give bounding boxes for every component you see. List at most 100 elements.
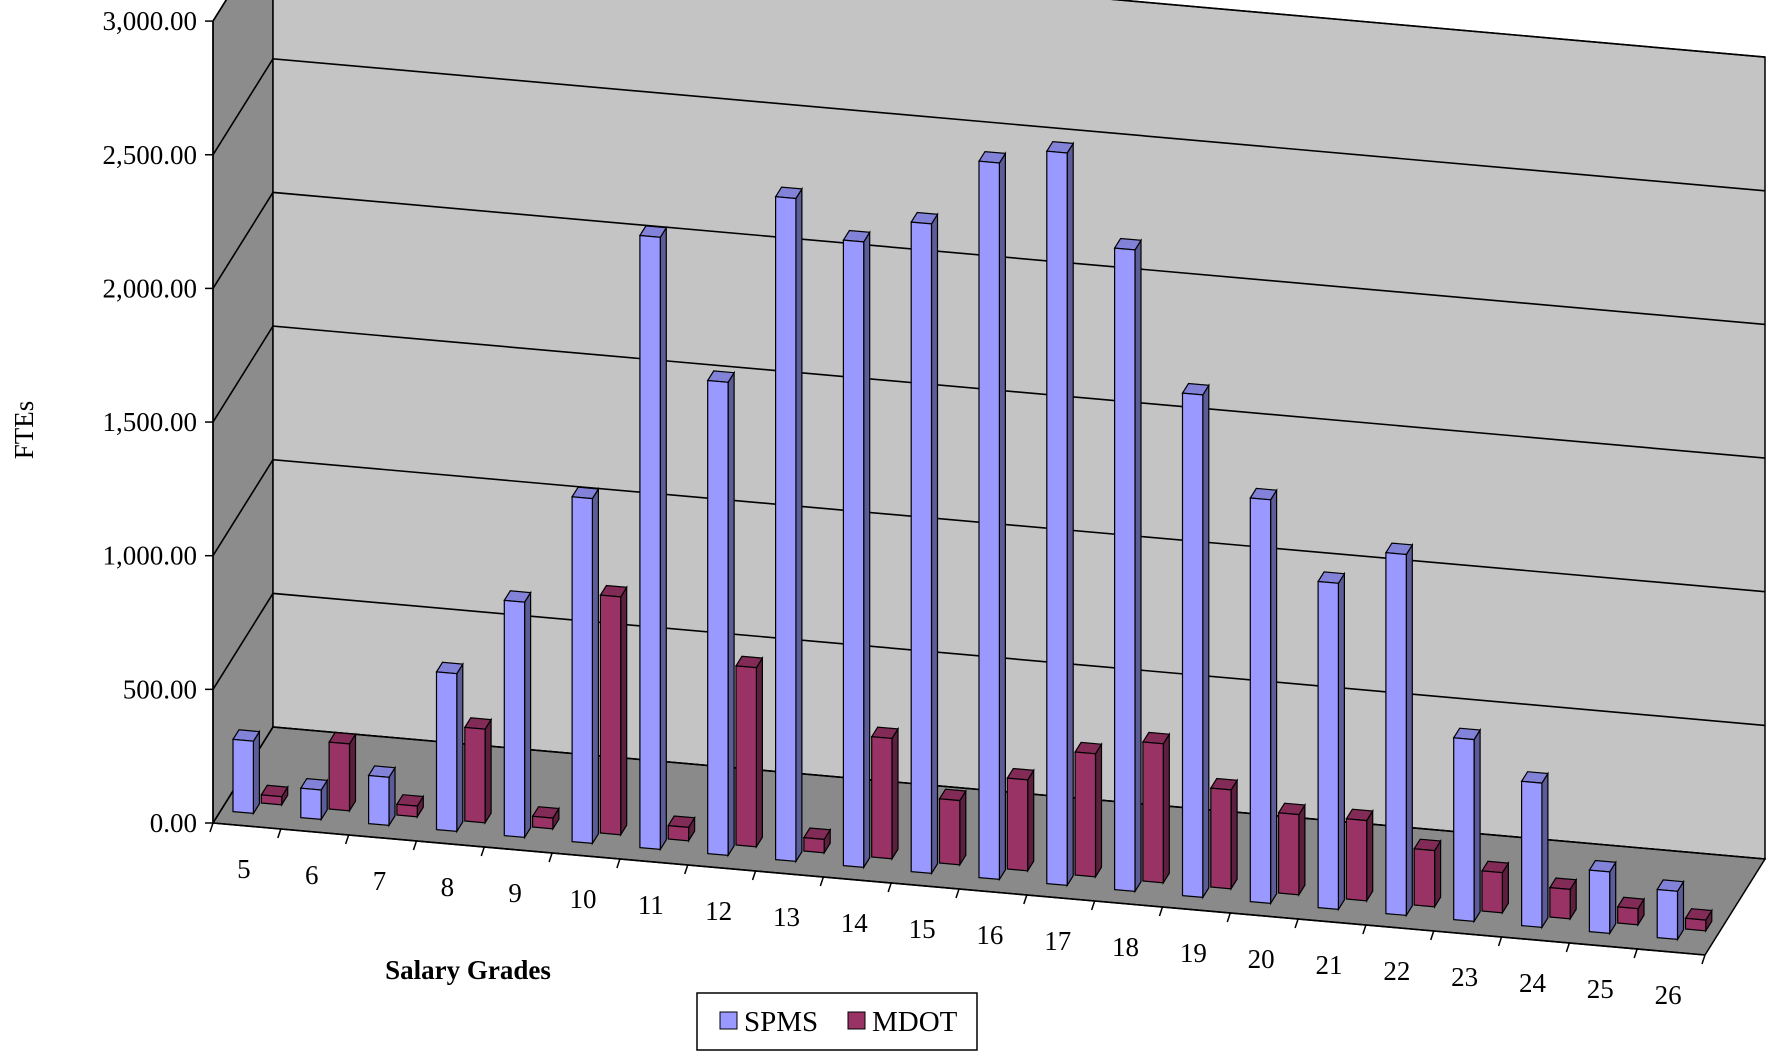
bar-front <box>435 671 458 833</box>
gridline <box>212 191 1766 326</box>
x-tick <box>480 846 485 857</box>
x-tick <box>1226 912 1231 923</box>
bar-side <box>348 732 357 813</box>
bar-side <box>1027 768 1035 873</box>
bar-front <box>1249 497 1272 905</box>
x-tick-label: 9 <box>508 878 522 908</box>
bar-spms-5 <box>231 729 261 816</box>
bar-front <box>803 836 825 854</box>
bar-front <box>1549 886 1571 920</box>
legend-swatch-mdot <box>847 1011 866 1030</box>
bar-mdot-10 <box>599 584 628 837</box>
bar-side <box>1202 383 1210 900</box>
x-tick-label: 25 <box>1587 974 1614 1004</box>
bar-spms-26 <box>1656 879 1685 942</box>
x-tick <box>1294 918 1299 929</box>
bar-side <box>1134 238 1142 894</box>
y-tick-label: 3,000.00 <box>103 6 198 36</box>
bar-mdot-9 <box>531 806 560 831</box>
bar-spms-6 <box>299 777 329 822</box>
bar-mdot-26 <box>1684 908 1713 933</box>
x-tick <box>751 870 757 881</box>
bar-side <box>998 151 1007 882</box>
bar-front <box>1481 870 1504 914</box>
bar-side <box>1230 778 1238 891</box>
bar-spms-17 <box>1045 140 1075 888</box>
bar-spms-14 <box>842 229 871 870</box>
bar-front <box>396 803 418 818</box>
bar-mdot-20 <box>1277 802 1306 897</box>
bar-mdot-12 <box>734 655 764 849</box>
x-tick <box>1701 954 1706 965</box>
x-tick-label: 22 <box>1383 956 1410 986</box>
legend: SPMS MDOT <box>696 992 978 1051</box>
x-tick <box>887 882 892 893</box>
bar-front <box>1277 812 1300 896</box>
bar-side <box>755 656 764 849</box>
bar-front <box>1210 787 1232 890</box>
bar-front <box>1453 737 1475 923</box>
bar-mdot-21 <box>1345 808 1374 903</box>
x-tick-labels: 5 6 7 8 9 10 11 12 13 14 15 16 17 18 19 20 21 22 23 24 25 26 <box>237 854 1681 1010</box>
bar-mdot-22 <box>1413 838 1442 909</box>
x-tick <box>1633 948 1638 959</box>
bar-front <box>328 741 351 812</box>
bar-side <box>456 662 464 834</box>
bar-mdot-11 <box>667 815 696 843</box>
bar-side <box>1405 542 1413 918</box>
bar-mdot-15 <box>938 788 967 867</box>
bar-mdot-8 <box>463 717 493 825</box>
y-tick-label: 500.00 <box>123 674 197 704</box>
x-tick-label: 16 <box>976 920 1003 950</box>
bar-spms-16 <box>977 150 1007 882</box>
bar-mdot-18 <box>1141 731 1171 885</box>
back-wall <box>272 0 1766 860</box>
bar-front <box>1074 751 1097 878</box>
x-tick-label: 13 <box>773 902 800 932</box>
bar-spms-21 <box>1317 571 1346 912</box>
x-tick <box>548 852 553 863</box>
gridline <box>212 57 1766 192</box>
bar-front <box>1181 392 1204 899</box>
bar-mdot-13 <box>802 827 832 855</box>
bar-front <box>1588 869 1611 935</box>
bar-side <box>1473 727 1481 924</box>
bar-side <box>620 585 628 837</box>
bar-spms-12 <box>706 370 736 858</box>
bar-spms-20 <box>1249 487 1278 906</box>
x-tick-label: 12 <box>705 896 732 926</box>
x-tick-label: 11 <box>638 890 664 920</box>
bar-front <box>1142 741 1164 884</box>
bar-side <box>1298 802 1306 897</box>
x-axis-title: Salary Grades <box>385 955 551 985</box>
bar-spms-25 <box>1588 859 1617 936</box>
bar-side <box>1541 771 1549 930</box>
bar-front <box>667 824 690 842</box>
bar-front <box>260 794 283 806</box>
x-tick <box>1497 936 1503 947</box>
bar-front <box>503 599 526 839</box>
bar-front <box>571 496 594 845</box>
bar-mdot-5 <box>260 784 289 807</box>
bar-spms-22 <box>1384 542 1414 918</box>
x-tick-label: 10 <box>570 884 597 914</box>
bar-front <box>842 239 865 869</box>
x-tick <box>616 858 621 869</box>
bar-front <box>1413 848 1436 908</box>
x-tick-label: 24 <box>1519 968 1547 998</box>
bar-front <box>1345 818 1368 902</box>
bar-side <box>930 212 939 876</box>
side-wall <box>212 0 274 826</box>
bar-spms-13 <box>774 186 803 864</box>
bar-front <box>1656 888 1679 941</box>
x-tick <box>955 888 960 899</box>
bar-front <box>774 196 797 863</box>
x-tick <box>277 828 282 839</box>
bar-side <box>523 590 532 840</box>
bar-front <box>368 774 390 827</box>
bars <box>231 140 1713 942</box>
x-tick <box>1362 924 1367 935</box>
bar-spms-18 <box>1113 237 1143 894</box>
x-tick <box>684 864 689 875</box>
bar-front <box>735 665 758 848</box>
